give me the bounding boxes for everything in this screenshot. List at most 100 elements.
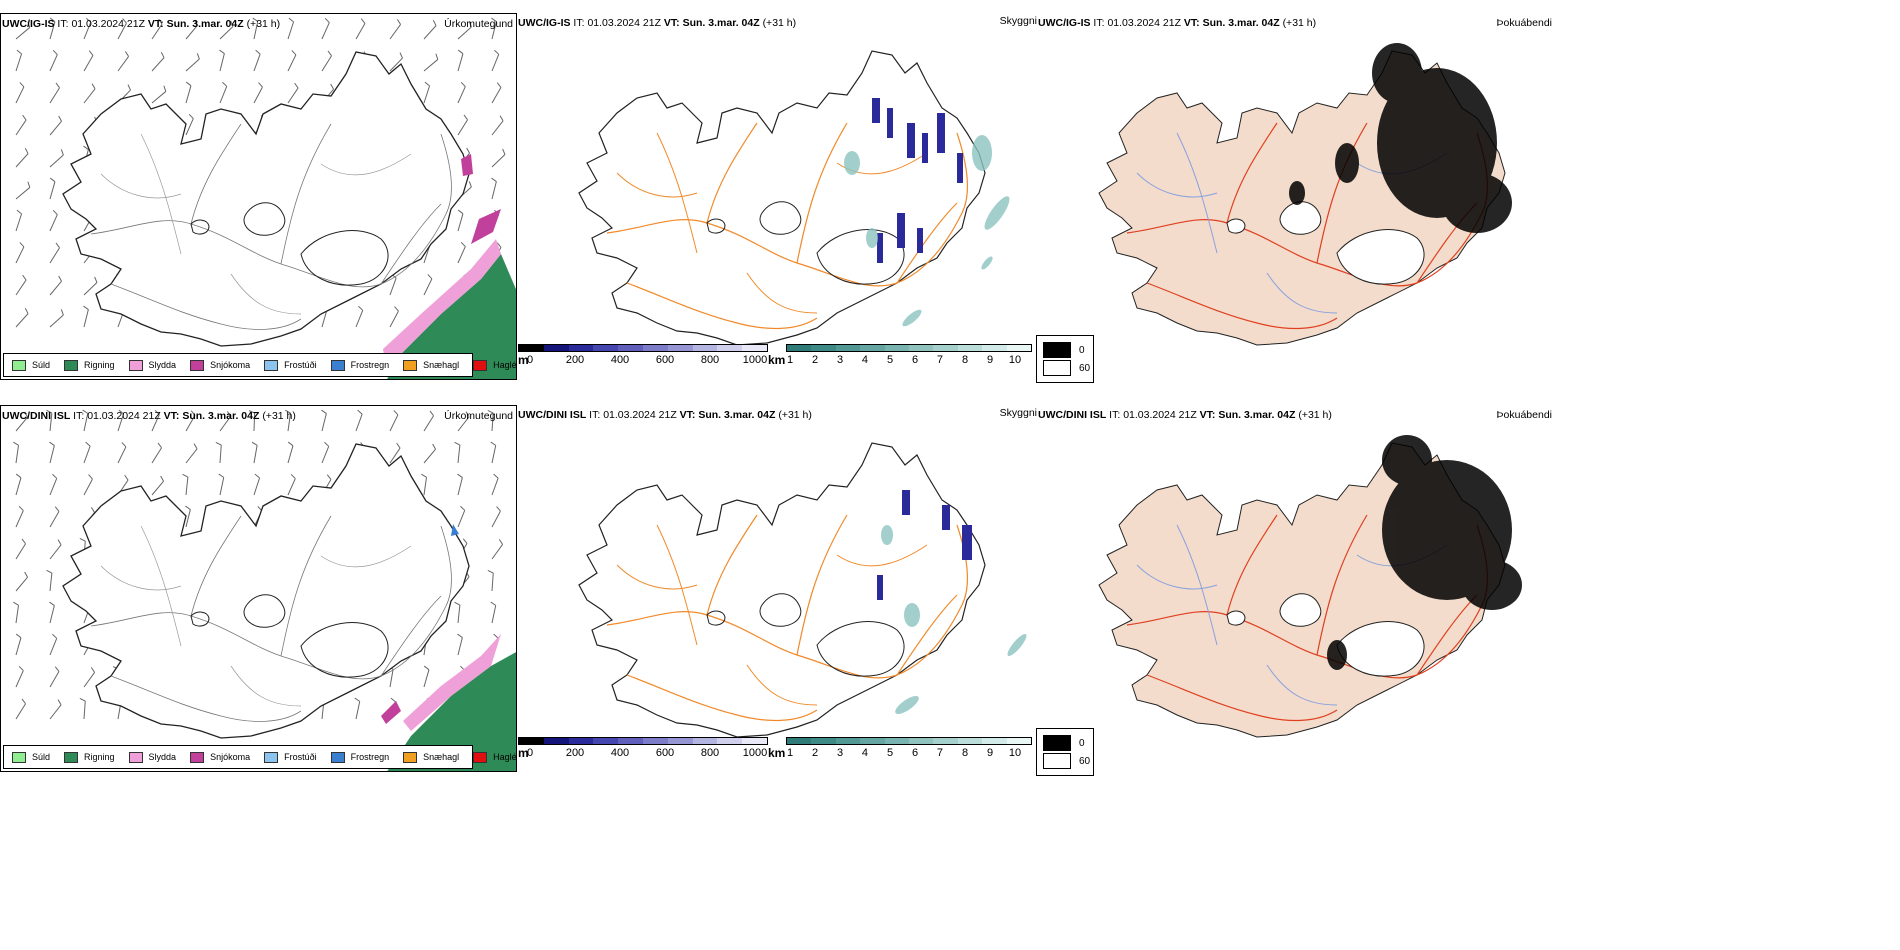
precip-map-svg: [13, 409, 516, 771]
wind-barb-feather: [194, 19, 199, 26]
panel-title: Skyggni: [999, 407, 1037, 419]
colorbar-segment: [909, 345, 934, 351]
wind-barb-feather: [160, 52, 165, 58]
wind-barb: [219, 477, 225, 496]
colorbar-segment: [692, 738, 718, 744]
visibility-map-svg: [578, 50, 1010, 346]
wind-barb-feather: [58, 275, 63, 282]
wind-barb-feather: [124, 51, 130, 57]
wind-barb-feather: [330, 83, 335, 90]
wind-barb-feather: [124, 474, 129, 481]
wind-barb-feather: [157, 442, 162, 449]
wind-barb: [423, 25, 437, 40]
wind-barb-feather: [248, 410, 255, 414]
wind-barb: [83, 22, 92, 40]
wind-barb-feather: [499, 115, 504, 122]
wind-barb: [15, 279, 27, 296]
wind-barb: [49, 544, 62, 560]
colorbar-segment: [692, 345, 718, 351]
wind-barb: [287, 21, 295, 40]
wind-barb: [423, 85, 431, 104]
fog-legend: 0 60: [1036, 335, 1094, 383]
wind-barb-feather: [90, 507, 96, 513]
wind-barb-feather: [487, 410, 494, 414]
wind-barb-feather: [457, 209, 464, 215]
fog-area: [1289, 43, 1512, 233]
wind-barb: [117, 22, 127, 40]
wind-barb-feather: [357, 409, 363, 415]
wind-barb-feather: [354, 697, 361, 702]
wind-barb-feather: [324, 441, 330, 447]
wind-barb-feather: [18, 505, 24, 511]
legend-item: Frostregn: [330, 751, 389, 763]
wind-barb: [49, 54, 58, 72]
wind-barb-feather: [90, 667, 96, 673]
wind-barb: [83, 309, 89, 328]
tick-label: 0: [526, 747, 534, 759]
wind-barb: [457, 53, 464, 72]
wind-barb-feather: [182, 473, 189, 478]
wind-barb-feather: [15, 473, 22, 479]
tick-label: 7: [936, 747, 944, 759]
rain-area: [387, 254, 516, 379]
legend-item: Slydda: [128, 751, 176, 763]
unit-km: km: [768, 746, 786, 760]
wind-barb: [15, 246, 25, 264]
wind-barb: [355, 310, 364, 328]
wind-barb-feather: [88, 50, 94, 56]
tick-label: 10: [1008, 354, 1022, 366]
wind-barb-feather: [52, 633, 58, 639]
wind-barb: [117, 56, 129, 72]
wind-barb-feather: [427, 274, 433, 280]
panel-title: Úrkomutegund: [444, 410, 513, 422]
wind-barb-feather: [49, 17, 56, 23]
colorbar-segment: [519, 738, 544, 744]
tick-label: 6: [911, 747, 919, 759]
panel-title: Úrkomutegund: [444, 18, 513, 30]
legend-item: Snjókoma: [190, 359, 250, 371]
wind-barb: [83, 413, 89, 432]
wind-barb: [491, 544, 503, 560]
colorbar-segment: [642, 345, 668, 351]
wind-barb-feather: [487, 570, 494, 574]
wind-barb: [185, 58, 200, 72]
fog-area: [1327, 435, 1522, 670]
tick-label: 1000: [742, 354, 768, 366]
wind-barb-feather: [287, 441, 294, 447]
wind-barb-feather: [24, 308, 29, 314]
wind-barb: [15, 543, 26, 560]
wind-barb-feather: [435, 53, 439, 60]
wind-barb: [49, 445, 55, 464]
wind-barb: [15, 605, 20, 624]
wind-barb-feather: [390, 697, 396, 703]
wind-barb-feather: [19, 242, 25, 248]
wind-barb: [83, 55, 94, 72]
legend-item: Frostregn: [330, 359, 389, 371]
colorbar-segment: [811, 738, 836, 744]
wind-barb: [15, 703, 26, 720]
wind-barb-feather: [121, 442, 127, 448]
header: UWC/IG-IS IT: 01.03.2024 21Z VT: Sun. 3.…: [1038, 17, 1317, 29]
wind-barb-feather: [498, 539, 504, 545]
teal-vis-area: [881, 525, 1027, 715]
precip-map-svg: [15, 17, 516, 379]
tick-label: 4: [861, 354, 869, 366]
colorbar-segment: [982, 738, 1007, 744]
wind-barb: [15, 445, 20, 464]
colorbar-segment: [667, 345, 693, 351]
wind-barb-feather: [457, 49, 464, 55]
tick-label: 600: [655, 354, 675, 366]
colorbar-segment: [909, 738, 934, 744]
tick-label: 9: [986, 354, 994, 366]
wind-barb-feather: [24, 411, 29, 418]
wind-barb: [491, 181, 497, 200]
wind-barb: [219, 53, 225, 72]
colorbar-segment: [742, 738, 767, 744]
colorbar-segment: [957, 738, 983, 744]
colorbar-segment: [1006, 738, 1032, 744]
ticks-km: 1 2 3 4 5 6 7 8 9 10: [787, 354, 1021, 368]
header: UWC/IG-IS IT: 01.03.2024 21Z VT: Sun. 3.…: [518, 17, 797, 29]
colorbar-segment: [860, 738, 885, 744]
wind-barb: [49, 704, 62, 720]
tick-label: 10: [1008, 747, 1022, 759]
